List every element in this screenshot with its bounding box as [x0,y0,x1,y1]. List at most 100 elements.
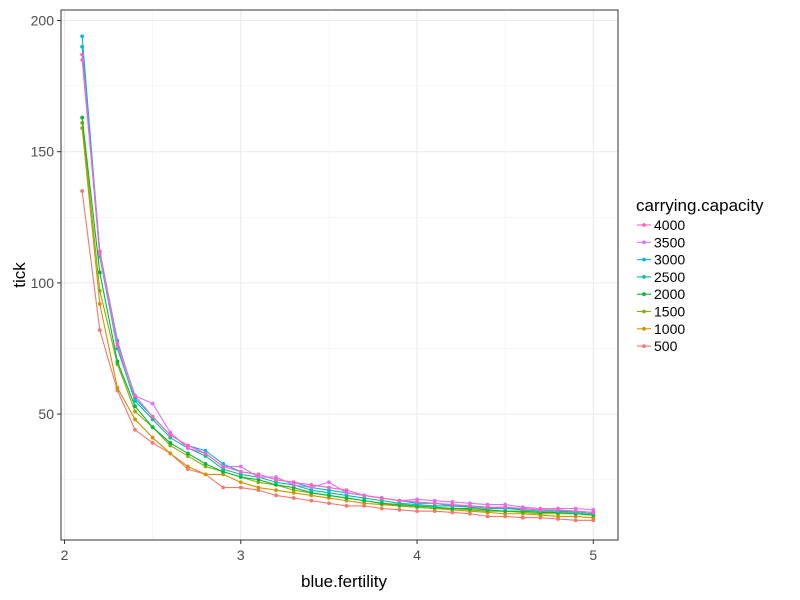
data-point-4000 [432,501,437,506]
data-point-1500 [291,488,296,493]
data-point-2500 [362,496,367,500]
data-point-2000 [344,496,349,500]
y-tick-label: 50 [38,406,54,422]
data-point-1000 [115,385,120,390]
data-point-2000 [309,490,314,495]
data-point-3500 [450,500,455,504]
minor-grid [61,10,618,540]
data-point-1000 [133,417,137,422]
legend-item-2500: 2500 [637,269,685,285]
data-point-3500 [150,401,155,406]
data-point-500 [221,485,226,490]
data-point-500 [538,515,543,520]
data-point-4000 [573,509,578,514]
data-point-4000 [256,472,261,477]
data-point-3500 [291,483,296,487]
data-point-3500 [186,446,190,451]
data-point-4000 [362,493,367,498]
data-point-3500 [468,501,472,506]
legend-key-point [642,275,646,279]
legend-key-point [642,309,646,314]
x-tick-label: 3 [237,547,245,563]
data-point-500 [468,511,472,516]
data-point-2000 [168,441,173,445]
data-point-4000 [291,480,296,485]
data-point-3500 [432,498,437,503]
data-point-3500 [309,485,314,490]
series-line-3500 [81,59,594,511]
data-point-500 [397,507,402,512]
legend-title: carrying.capacity [636,196,764,215]
data-point-1500 [203,464,208,469]
data-point-500 [450,510,455,515]
data-point-2500 [397,501,402,506]
data-point-1500 [97,288,102,293]
data-point-4000 [344,488,349,493]
data-point-500 [291,496,296,500]
series-line-500 [81,190,594,521]
data-point-4000 [379,496,384,500]
data-point-2500 [327,490,331,495]
legend-item-500: 500 [637,338,678,354]
data-point-2500 [432,503,437,508]
legend-item-1000: 1000 [637,321,685,337]
data-point-1500 [168,443,173,448]
data-point-500 [344,503,349,508]
data-point-4000 [450,502,455,507]
data-point-2500 [379,498,384,503]
data-point-3500 [415,497,419,502]
data-point-500 [256,488,261,493]
data-point-2000 [203,462,208,466]
data-point-500 [591,518,596,523]
data-point-4000 [309,483,314,487]
data-point-2000 [274,483,278,487]
data-point-3500 [327,480,331,485]
series-line-2000 [81,117,594,516]
data-point-2500 [238,472,243,477]
data-point-1000 [186,464,190,469]
x-tick-label: 5 [589,547,597,563]
data-point-500 [97,328,102,332]
y-tick-label: 200 [31,12,55,28]
data-point-4000 [133,393,137,398]
data-point-3500 [485,502,490,507]
data-point-4000 [485,505,490,510]
data-point-4000 [168,433,173,437]
x-tick-label: 2 [61,547,69,563]
data-point-4000 [503,505,508,510]
data-point-2500 [168,435,173,440]
legend-key-point [642,240,646,245]
y-axis-ticks: 50 100 150 200 [31,12,61,422]
legend-label: 500 [654,338,678,354]
data-point-2000 [379,501,384,506]
data-point-500 [503,514,508,519]
data-point-2000 [362,498,367,503]
data-point-500 [274,493,278,498]
data-point-500 [362,503,367,508]
data-point-2500 [274,480,278,485]
data-point-500 [327,501,331,506]
data-point-2000 [115,359,120,364]
legend-key-point [642,292,646,297]
data-point-2000 [503,509,508,514]
data-point-1000 [556,514,560,519]
data-point-4000 [186,443,190,448]
major-grid [61,10,618,540]
panel-background [61,10,618,540]
data-point-1000 [327,496,331,500]
series-1000 [80,126,596,520]
data-point-3500 [256,475,261,479]
data-point-1000 [221,472,226,477]
data-point-4000 [556,507,560,512]
data-point-1000 [238,480,243,485]
data-point-1000 [256,485,261,490]
data-point-500 [150,441,155,445]
data-point-2000 [450,506,455,511]
legend-key-point [642,326,646,331]
legend-item-3000: 3000 [637,252,685,268]
legend-key-point [642,344,646,348]
data-point-500 [415,509,419,514]
data-point-4000 [274,477,278,482]
data-point-2500 [203,454,208,458]
